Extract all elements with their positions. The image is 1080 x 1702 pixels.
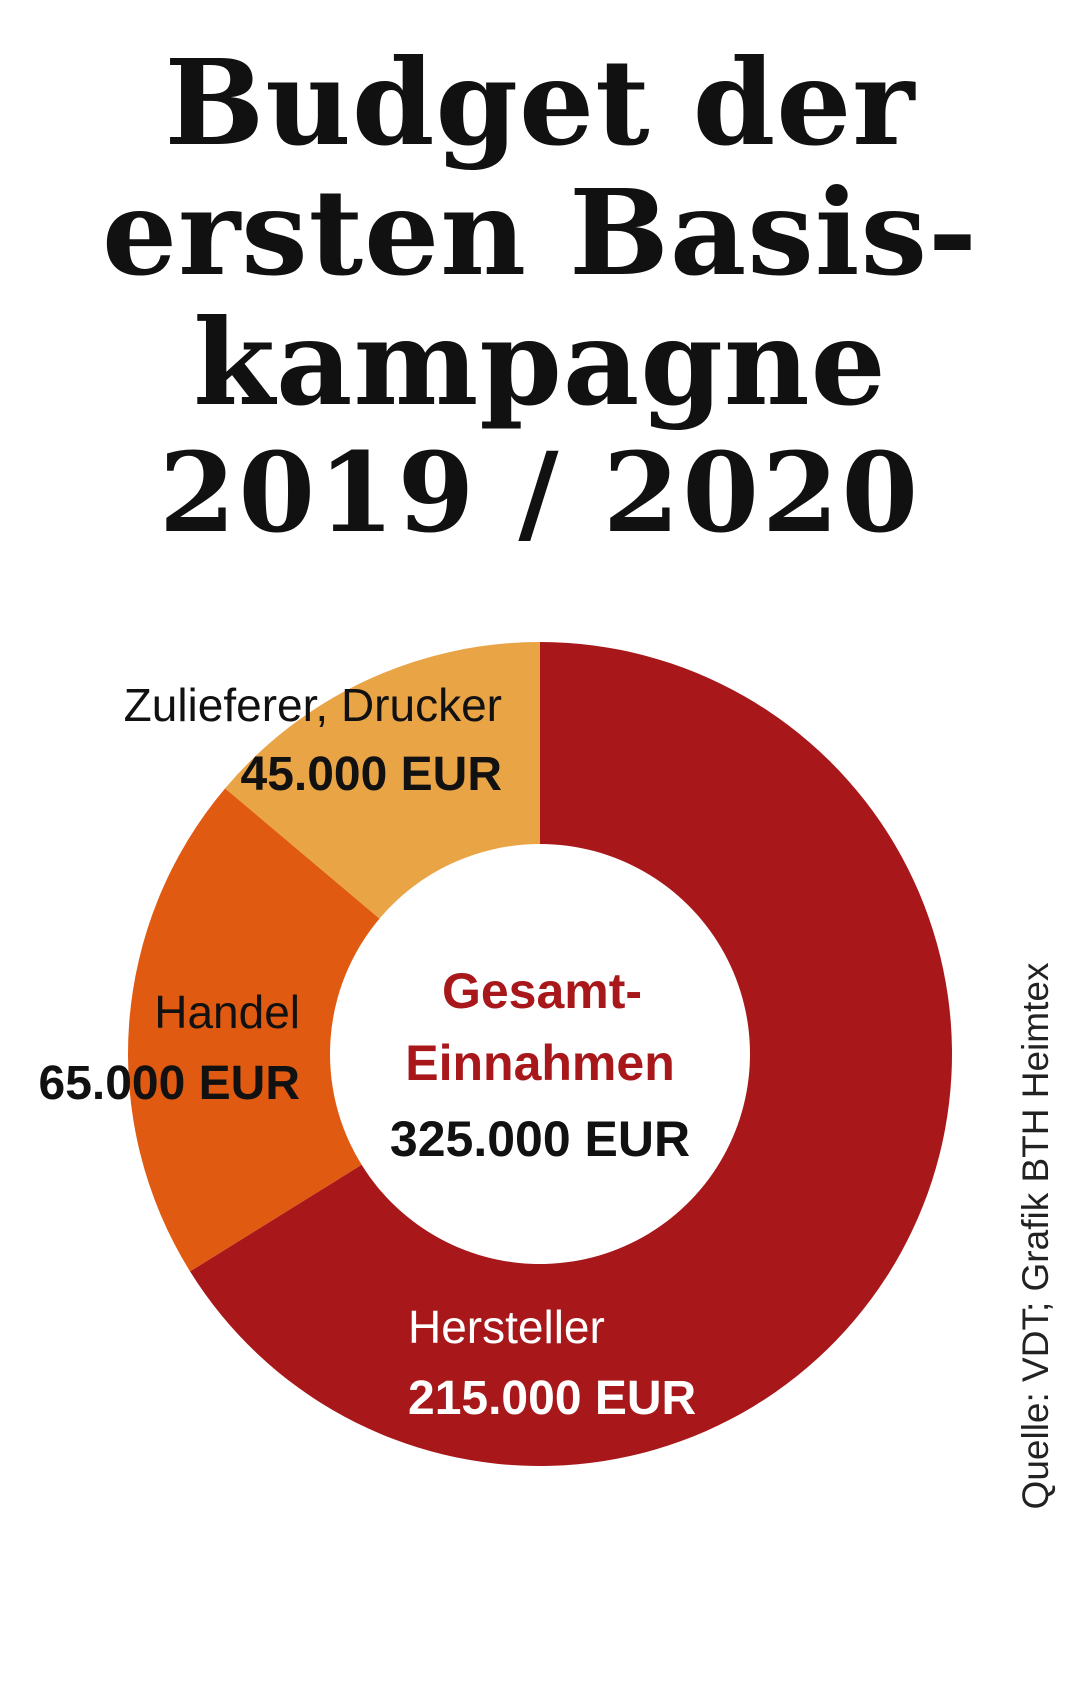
donut-slice-handel <box>127 788 380 1272</box>
slice-value-hersteller: 215.000 EUR <box>408 1372 696 1425</box>
center-label-line-1: Gesamt- <box>442 963 642 1019</box>
chart-title-line-1: Budget der <box>164 33 916 172</box>
slice-value-zulieferer: 45.000 EUR <box>241 748 503 801</box>
chart-title-line-2: ersten Basis- <box>102 163 978 302</box>
slice-value-handel: 65.000 EUR <box>39 1057 301 1110</box>
donut-center-label: Gesamt- Einnahmen 325.000 EUR <box>390 963 690 1167</box>
chart-title: Budget der ersten Basis- kampagne 2019 /… <box>0 38 1080 558</box>
donut-slice-hersteller <box>190 642 952 1466</box>
center-label-line-2: Einnahmen <box>405 1035 674 1091</box>
slice-labels: Zulieferer, Drucker 45.000 EUR Handel 65… <box>39 679 697 1425</box>
slice-label-hersteller: Hersteller <box>408 1301 605 1353</box>
center-total-value: 325.000 EUR <box>390 1111 690 1167</box>
slice-label-handel: Handel <box>154 986 300 1038</box>
donut-slice-zulieferer-drucker <box>225 642 540 919</box>
slice-label-zulieferer: Zulieferer, Drucker <box>124 679 502 731</box>
source-credit: Quelle: VDT; Grafik BTH Heimtex <box>1015 962 1056 1510</box>
chart-title-line-3: kampagne <box>193 293 887 432</box>
chart-title-line-4: 2019 / 2020 <box>158 428 922 557</box>
donut-slices <box>127 642 952 1466</box>
